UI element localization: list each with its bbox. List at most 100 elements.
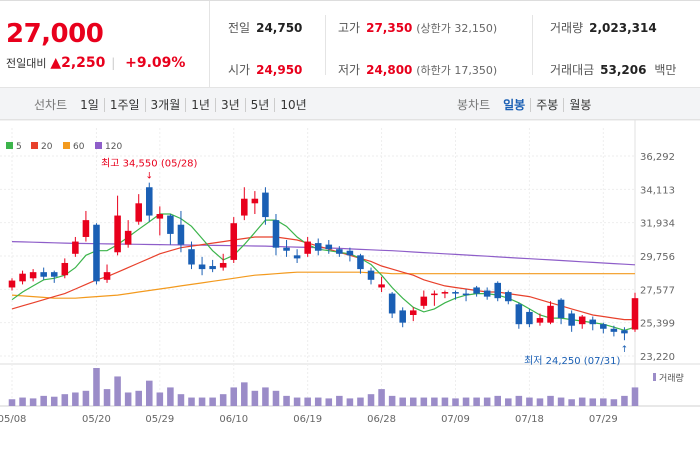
- candle-body: [93, 224, 100, 282]
- change-separator: |: [111, 56, 116, 70]
- change-amount: 2,250: [61, 55, 106, 71]
- volume-bar: [578, 397, 586, 406]
- change-row: 전일대비 ▲2,250 | +9.09%: [6, 55, 185, 71]
- candle-body: [420, 296, 428, 306]
- candle-body: [589, 319, 597, 325]
- candle-body: [19, 273, 26, 282]
- stat-label: 거래량: [550, 21, 584, 35]
- volume-bar: [462, 397, 470, 406]
- candle-body: [272, 220, 280, 248]
- stat-value: 2,023,314: [589, 21, 657, 35]
- line-period-button-1[interactable]: 1주일: [104, 98, 146, 112]
- candle-body: [167, 215, 174, 234]
- candle-body: [505, 292, 512, 302]
- stat-unit: 백만: [654, 63, 677, 77]
- volume-bar: [272, 390, 280, 406]
- candle-body: [357, 255, 364, 270]
- up-arrow-icon: ▲: [50, 55, 62, 71]
- chart-area: 36,292 34,113 31,934 29,756 27,577 25,399 23,2…: [0, 119, 700, 450]
- volume-bar: [241, 382, 248, 406]
- stat-low: 저가 24,800 (하한가 17,350): [338, 61, 497, 78]
- volume-bar: [156, 392, 164, 406]
- candle-body: [578, 316, 586, 325]
- line-period-button-4[interactable]: 3년: [215, 98, 246, 112]
- stat-label: 거래대금: [550, 63, 595, 77]
- candle-period-button-1[interactable]: 주봉: [531, 98, 565, 112]
- divider: [532, 15, 533, 75]
- y-tick-label: 31,934: [640, 219, 675, 230]
- divider: [325, 15, 326, 75]
- x-tick-label: 06/19: [293, 414, 322, 425]
- candle-body: [462, 293, 470, 296]
- legend-label-ma20: 20: [41, 142, 53, 152]
- line-period-button-3[interactable]: 1년: [186, 98, 216, 112]
- candle-body: [209, 266, 216, 270]
- candle-body: [378, 284, 385, 288]
- volume-bar: [431, 397, 438, 406]
- legend-swatch-ma60: [63, 142, 70, 149]
- price-box: 27,000 전일대비 ▲2,250 | +9.09%: [0, 1, 210, 89]
- line-period-button-6[interactable]: 10년: [280, 98, 307, 112]
- volume-bar: [8, 399, 16, 406]
- candle-body: [29, 272, 37, 279]
- volume-bar: [631, 387, 639, 406]
- volume-bar: [177, 394, 185, 406]
- candle-body: [314, 243, 322, 251]
- volume-bar: [557, 397, 565, 406]
- candle-body: [568, 313, 575, 326]
- candle-body: [536, 318, 544, 323]
- low-annotation-label: 최저 24,250 (07/31): [524, 355, 620, 367]
- candle-body: [50, 272, 58, 277]
- ma60-line: [11, 271, 635, 299]
- x-tick-label: 05/20: [82, 414, 111, 425]
- candle-body: [610, 328, 618, 332]
- change-percent: +9.09%: [125, 55, 186, 71]
- change-label: 전일대비: [6, 57, 47, 70]
- ma20-line: [11, 236, 635, 321]
- volume-bar: [19, 397, 26, 406]
- volume-bar: [346, 398, 354, 406]
- volume-bar: [388, 395, 396, 406]
- volume-legend-label: 거래량: [659, 372, 684, 384]
- volume-bar: [198, 397, 206, 406]
- candle-body: [262, 192, 269, 218]
- volume-bar: [494, 395, 502, 406]
- candle-body: [198, 264, 206, 270]
- candle-body: [103, 272, 111, 280]
- candle-body: [483, 290, 491, 297]
- volume-bar: [40, 395, 47, 406]
- line-period-button-5[interactable]: 5년: [245, 98, 276, 112]
- stat-value: 53,206: [600, 63, 647, 77]
- volume-bar: [82, 390, 90, 406]
- candle-body: [526, 311, 533, 325]
- volume-bar: [568, 399, 575, 406]
- candle-period-button-0[interactable]: 일봉: [498, 98, 532, 112]
- candle-body: [61, 262, 69, 276]
- volume-bar: [167, 387, 174, 406]
- volume-bar: [124, 392, 132, 406]
- x-tick-label: 06/28: [367, 414, 396, 425]
- candlestick-chart: 36,292 34,113 31,934 29,756 27,577 25,399 23,2…: [0, 119, 700, 425]
- line-period-button-0[interactable]: 1일: [75, 98, 105, 112]
- legend-label-ma5: 5: [16, 142, 22, 152]
- volume-bar: [526, 397, 533, 406]
- volume-bar: [219, 394, 227, 406]
- stat-open: 시가 24,950: [228, 61, 302, 78]
- volume-bar: [314, 397, 322, 406]
- stat-high: 고가 27,350 (상한가 32,150): [338, 19, 497, 36]
- candle-body: [547, 305, 554, 323]
- candle-body: [473, 287, 480, 294]
- candle-body: [336, 249, 343, 254]
- volume-bar: [103, 389, 111, 406]
- volume-bar: [135, 390, 142, 406]
- x-tick-label: 05/08: [0, 414, 26, 425]
- volume-bar: [145, 380, 153, 406]
- stat-value: 24,800: [366, 63, 413, 77]
- line-period-button-2[interactable]: 3개월: [145, 98, 187, 112]
- y-tick-label: 29,756: [640, 252, 675, 263]
- candle-body: [230, 223, 238, 260]
- stat-value: 27,350: [366, 21, 413, 35]
- volume-bar: [409, 397, 417, 406]
- candle-period-button-2[interactable]: 월봉: [569, 98, 592, 112]
- candle-body: [40, 272, 47, 277]
